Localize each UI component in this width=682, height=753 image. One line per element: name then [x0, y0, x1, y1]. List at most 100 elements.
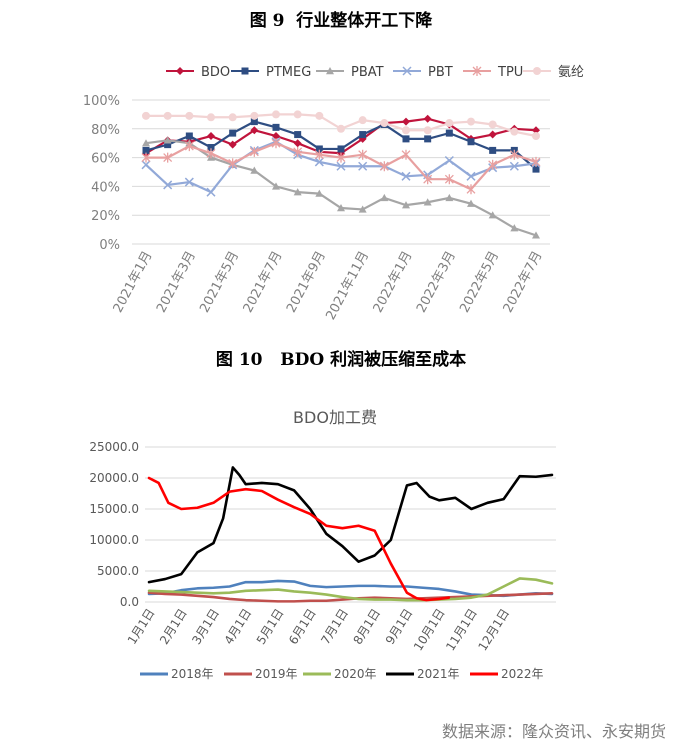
x-tick-label: 2022年7月 [501, 249, 546, 316]
data-point [380, 119, 389, 128]
data-point [402, 201, 410, 209]
data-point [228, 158, 238, 169]
y-tick-label: 20% [91, 209, 120, 224]
data-point [141, 160, 151, 170]
legend-item-0: 2018年 [140, 667, 214, 681]
legend-item-5: 氨纶 [523, 65, 584, 80]
series-4 [141, 138, 541, 195]
y-tick-label: 60% [91, 152, 120, 167]
data-point [293, 139, 302, 148]
figure-9-label: 图 9 [249, 11, 285, 31]
legend-label: 2022年 [501, 667, 544, 681]
figure-10-label: 图 10 [215, 350, 263, 370]
x-tick-label: 2021年7月 [241, 249, 286, 316]
x-tick-label: 2021年9月 [284, 249, 329, 316]
x-tick-label: 8月1日 [351, 606, 384, 647]
x-tick-label: 2月1日 [157, 606, 190, 647]
y-tick-label: 10000.0 [89, 533, 139, 547]
legend-label: PTMEG [266, 65, 311, 80]
data-point [164, 141, 172, 149]
data-source: 数据来源：隆众资讯、永安期货 [441, 722, 666, 741]
data-point [336, 161, 346, 171]
data-point [185, 111, 194, 120]
data-point [445, 129, 453, 137]
data-point [163, 180, 173, 190]
data-point [207, 113, 215, 122]
figure-9-caption: 行业整体开工下降 [296, 11, 433, 31]
x-tick-label: 5月1日 [254, 606, 287, 647]
data-point [444, 174, 454, 185]
data-point [315, 111, 324, 120]
data-point [532, 132, 540, 140]
data-point [184, 177, 194, 187]
data-point [294, 131, 302, 139]
data-point [142, 111, 150, 120]
legend-label: BDO [201, 65, 230, 80]
data-point [314, 149, 324, 160]
data-point [489, 146, 497, 154]
data-point [423, 174, 433, 185]
data-point [314, 157, 324, 167]
figure-10-title: 图 10 BDO 利润被压缩至成本 [0, 345, 682, 370]
figure-10-caption: BDO 利润被压缩至成本 [280, 350, 467, 370]
data-point [510, 127, 519, 136]
data-point [229, 129, 237, 137]
x-tick-label: 2021年11月 [323, 249, 372, 323]
series-line-2021年 [147, 466, 554, 584]
legend-marker [326, 67, 334, 75]
legend-marker [472, 66, 482, 76]
data-point [163, 136, 172, 144]
data-point [206, 187, 216, 197]
legend-item-0: BDO [166, 65, 230, 80]
data-point [466, 184, 476, 195]
y-tick-label: 0.0 [120, 595, 139, 609]
y-tick-label: 25000.0 [89, 440, 139, 454]
data-point [379, 161, 389, 172]
legend-label: 2020年 [334, 667, 377, 681]
data-point [185, 132, 193, 140]
data-point [401, 171, 411, 181]
data-point [141, 152, 151, 163]
data-point [488, 211, 497, 219]
data-point [509, 149, 519, 160]
data-point [250, 126, 259, 135]
x-tick-label: 2021年1月 [111, 249, 156, 316]
data-point [488, 159, 498, 170]
chart2-title: BDO加工费 [293, 408, 377, 427]
data-point [423, 198, 432, 206]
legend-item-2: PBAT [316, 65, 384, 80]
data-point [250, 111, 259, 120]
legend-marker [533, 67, 541, 75]
data-point [228, 140, 237, 149]
data-point [272, 182, 280, 190]
data-point [315, 145, 323, 153]
data-point [293, 110, 302, 119]
y-tick-label: 100% [83, 94, 120, 109]
series-5 [142, 110, 540, 140]
data-point [163, 152, 173, 163]
series-line-2020年 [147, 577, 554, 602]
x-tick-label: 2022年1月 [371, 249, 416, 316]
data-point [467, 138, 475, 146]
data-point [184, 141, 194, 152]
legend-label: PBAT [351, 65, 384, 80]
data-point [358, 205, 367, 213]
legend-label: 2021年 [417, 667, 460, 681]
figure-9-title: 图 9 行业整体开工下降 [0, 6, 682, 31]
data-point [337, 204, 345, 212]
data-point [402, 117, 410, 126]
operating-rate-chart: BDO PTMEG PBAT PBT TPU 氨纶 0% 20% 40% 60% 80% 100% 20… [83, 65, 584, 323]
y-tick-label: 20000.0 [89, 471, 139, 485]
y-tick-label: 5000.0 [97, 564, 139, 578]
y-tick-label: 40% [91, 180, 120, 195]
data-point [358, 116, 367, 125]
data-point [250, 166, 259, 174]
legend-item-3: 2021年 [386, 667, 460, 681]
data-point [532, 165, 540, 173]
y-tick-label: 80% [91, 123, 120, 138]
data-point [250, 118, 258, 126]
data-point [336, 152, 346, 163]
data-point [337, 145, 345, 153]
legend-label: 2019年 [255, 667, 298, 681]
data-point [271, 138, 281, 149]
